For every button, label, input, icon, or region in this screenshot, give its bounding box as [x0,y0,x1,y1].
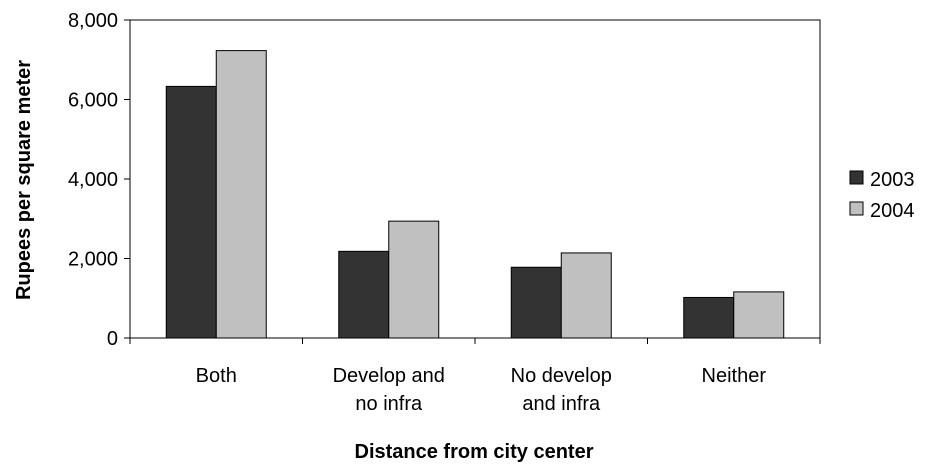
y-tick-label: 0 [107,328,118,350]
y-tick-label: 2,000 [68,249,118,271]
bar-2003 [338,250,390,339]
bar-2004 [215,50,267,339]
legend-label-2003: 2003 [870,169,915,191]
y-tick-label: 6,000 [68,90,118,112]
bar-2003 [165,85,217,339]
x-tick-label: Neither [702,365,767,387]
y-tick-label: 4,000 [68,169,118,191]
x-axis-title: Distance from city center [355,441,594,463]
bar-2003 [683,296,735,339]
legend-swatch-2004 [849,201,864,216]
bar-2003 [510,266,562,339]
x-tick-label: Both [196,365,237,387]
legend-swatch-2003 [849,170,864,185]
plot-area: 0 2,000 4,000 6,000 8,000 Both Develop and no i… [68,10,821,415]
legend: 2003 2004 [849,169,915,222]
x-tick-label: No develop and infra [511,365,612,415]
x-tick-label: Develop and no infra [333,365,445,415]
y-axis-title: Rupees per square meter [13,60,35,300]
bar-2004 [733,291,785,339]
bar-2004 [388,220,440,339]
y-tick-label: 8,000 [68,10,118,32]
legend-label-2004: 2004 [870,200,915,222]
bar-2004 [560,252,612,339]
